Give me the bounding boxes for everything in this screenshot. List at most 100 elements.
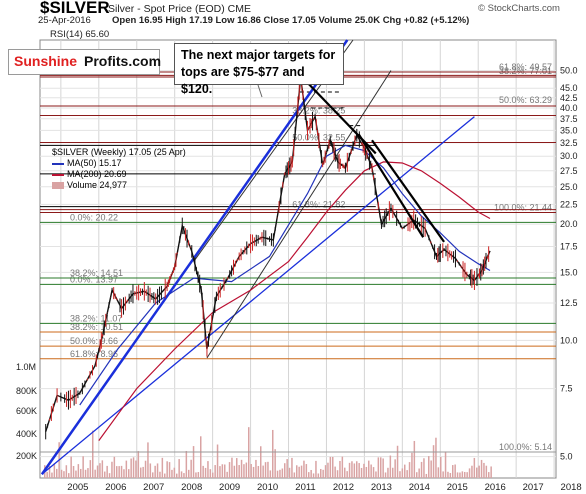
y-tick-label: 40.0	[560, 103, 578, 113]
volume-bar	[303, 460, 305, 478]
y-tick-label: 37.5	[560, 114, 578, 124]
volume-bar	[63, 471, 65, 478]
volume-bar	[480, 459, 483, 478]
volume-bar	[70, 456, 72, 478]
y-tick-label: 17.5	[560, 242, 578, 252]
y-tick-label: 5.0	[560, 452, 573, 462]
volume-bar	[185, 450, 188, 478]
volume-bar	[363, 463, 365, 478]
x-tick-label: 2007	[143, 482, 164, 493]
volume-bar	[423, 458, 425, 478]
volume-bar	[430, 460, 432, 478]
volume-bar	[296, 465, 298, 478]
volume-bar	[437, 467, 440, 478]
volume-bar	[336, 470, 339, 478]
volume-bar	[216, 444, 219, 478]
trend-line-thin	[41, 116, 475, 475]
brand-part2: Profits.com	[84, 53, 162, 69]
volume-bar	[140, 467, 142, 478]
volume-bar	[432, 445, 435, 478]
x-tick-label: 2009	[219, 482, 240, 493]
volume-bar	[444, 451, 447, 478]
volume-bar	[245, 462, 248, 478]
volume-bar	[116, 466, 118, 478]
volume-bar	[149, 463, 152, 478]
volume-bar	[180, 471, 183, 478]
volume-bar	[195, 472, 197, 478]
volume-bar	[411, 452, 413, 478]
volume-bar	[353, 463, 356, 478]
volume-bar	[166, 461, 168, 478]
fib-level-label: 0.0%: 13.97	[70, 274, 118, 284]
volume-bar	[468, 468, 471, 478]
volume-bar	[94, 469, 96, 478]
volume-bar	[228, 462, 231, 478]
legend-ma200-text: MA(200) 20.69	[67, 169, 127, 179]
volume-bar	[428, 456, 430, 478]
volume-bar	[164, 473, 166, 478]
x-tick-label: 2014	[409, 482, 430, 493]
volume-bar	[152, 472, 154, 478]
volume-bar	[466, 472, 468, 478]
volume-bar	[188, 469, 190, 478]
volume-bar	[108, 473, 111, 478]
target-callout: The next major targets for tops are $75-…	[174, 43, 344, 96]
volume-bar	[449, 472, 452, 478]
legend-main: $SILVER (Weekly) 17.05 (25 Apr)	[52, 147, 186, 157]
chart-legend: $SILVER (Weekly) 17.05 (25 Apr) MA(50) 1…	[52, 147, 186, 191]
volume-bar	[156, 463, 159, 478]
volume-bar	[324, 465, 327, 478]
volume-bar	[212, 472, 214, 478]
trend-line-thick	[40, 39, 349, 475]
volume-bar	[56, 468, 58, 478]
volume-bar	[236, 458, 238, 478]
volume-bar	[310, 469, 312, 478]
exchange-text: CME	[227, 3, 251, 15]
volume-bar	[394, 459, 396, 478]
volume-bar	[420, 461, 423, 478]
volume-bar	[231, 457, 233, 478]
volume-bar	[161, 457, 164, 478]
volume-bar	[293, 472, 296, 478]
volume-bar	[300, 465, 303, 478]
x-tick-label: 2012	[333, 482, 354, 493]
volume-bar	[279, 469, 281, 478]
y-tick-label: 30.0	[560, 151, 578, 161]
volume-bar	[320, 468, 322, 478]
fib-level-label: 61.8%: 8.96	[70, 349, 118, 359]
volume-bar	[312, 473, 315, 478]
volume-bar	[111, 461, 113, 478]
volume-bar	[286, 459, 288, 478]
volume-bar	[77, 464, 80, 478]
volume-bar	[387, 467, 389, 478]
y-tick-label: 35.0	[560, 125, 578, 135]
volume-bar	[399, 471, 401, 478]
volume-bar	[68, 473, 70, 478]
volume-bar	[377, 457, 380, 478]
volume-bar	[298, 466, 300, 478]
volume-bar	[250, 464, 252, 478]
volume-bar	[308, 472, 310, 478]
volume-bar	[80, 468, 82, 478]
volume-bar	[240, 459, 243, 478]
volume-bar	[284, 463, 286, 478]
y-tick-label: 50.0	[560, 66, 578, 76]
volume-bar	[442, 471, 444, 478]
volume-bar	[48, 466, 51, 478]
volume-bar	[125, 460, 128, 478]
volume-bar	[132, 457, 135, 478]
volume-swatch	[52, 182, 64, 190]
rsi-label: RSI(14) 65.60	[50, 29, 110, 40]
volume-bar	[243, 464, 245, 478]
volume-bar	[372, 467, 375, 478]
date-text: 25-Apr-2016	[38, 15, 91, 26]
volume-bar	[322, 469, 324, 478]
y-tick-label: 22.5	[560, 199, 578, 209]
volume-bar	[416, 472, 418, 478]
volume-bar	[471, 465, 473, 478]
volume-bar	[130, 458, 132, 478]
volume-bar	[348, 462, 351, 478]
volume-bar	[346, 471, 348, 478]
volume-bar	[341, 456, 344, 478]
x-tick-label: 2018	[561, 482, 582, 493]
